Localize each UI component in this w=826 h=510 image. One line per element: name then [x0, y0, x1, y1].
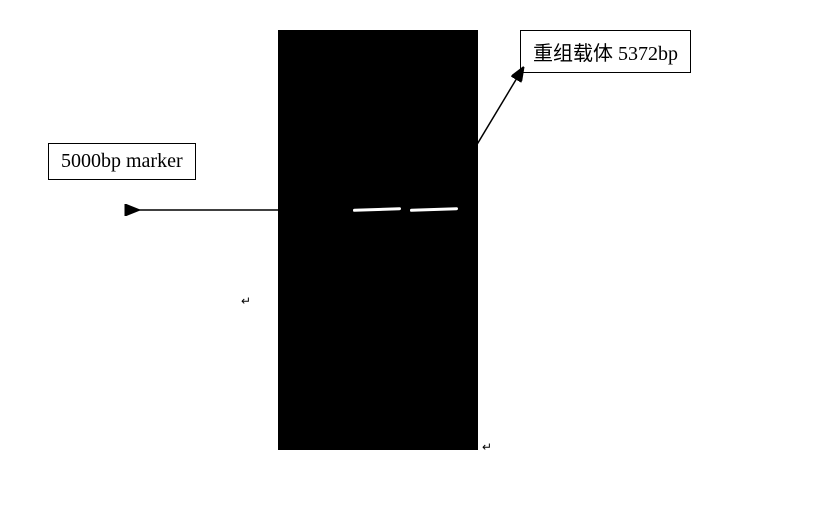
gel-band-lane-1	[353, 207, 401, 212]
gel-image	[278, 30, 478, 450]
label-left-box: 5000bp marker ↵	[48, 143, 196, 180]
gel-band-lane-2	[410, 207, 458, 212]
return-symbol-2: ↵	[482, 440, 492, 455]
return-symbol-1: ↵	[241, 294, 251, 309]
label-left-text: 5000bp marker	[61, 150, 183, 172]
label-right-text: 重组载体 5372bp	[533, 43, 678, 65]
label-right-box: 重组载体 5372bp	[520, 30, 691, 73]
